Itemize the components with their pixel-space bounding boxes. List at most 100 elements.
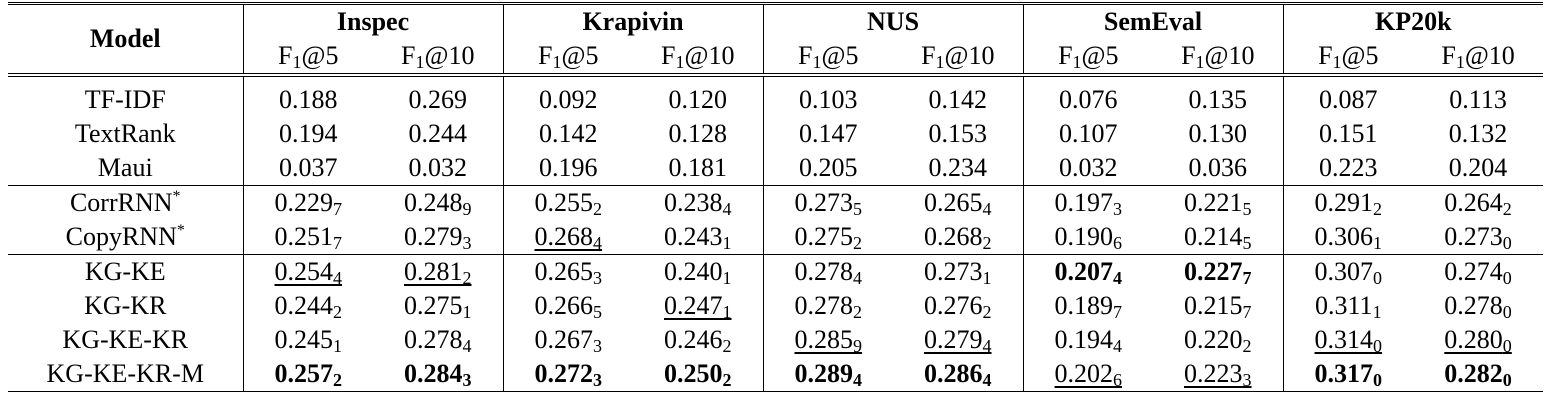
score-value: 0.188 [279, 85, 338, 114]
model-name-cell: KG-KE-KR [8, 323, 244, 357]
score-cell: 0.3170 [1283, 357, 1414, 392]
score-main: 0.280 [1444, 325, 1503, 354]
score-main: 0.273 [794, 188, 854, 217]
score-value: 0.2780 [1444, 291, 1512, 321]
score-main: 0.204 [1448, 153, 1508, 182]
score-subscript: 4 [462, 336, 472, 356]
score-main: 0.281 [404, 257, 463, 286]
score-value: 0.132 [1449, 119, 1508, 148]
score-main: 0.268 [924, 222, 983, 251]
metric-header-kp20k-f1-at-10: F1@10 [1413, 39, 1543, 75]
metric-at-k: @5 [301, 41, 339, 70]
score-main: 0.274 [1444, 257, 1503, 286]
score-value: 0.205 [799, 153, 858, 182]
score-cell: 0.076 [1023, 75, 1153, 117]
score-main: 0.273 [924, 257, 983, 286]
score-subscript: 4 [1113, 336, 1123, 356]
score-value: 0.2157 [1184, 291, 1252, 322]
score-cell: 0.2552 [503, 186, 633, 221]
score-cell: 0.2673 [503, 323, 633, 357]
score-cell: 0.2793 [373, 220, 504, 255]
score-cell: 0.204 [1413, 151, 1543, 186]
metric-subscript: 1 [675, 52, 685, 72]
score-subscript: 2 [853, 302, 863, 322]
score-main: 0.278 [1444, 291, 1503, 320]
score-value: 0.3061 [1314, 222, 1383, 252]
score-value: 0.234 [929, 153, 988, 182]
score-cell: 0.037 [243, 151, 373, 186]
score-value: 0.128 [669, 119, 728, 148]
score-cell: 0.107 [1023, 117, 1153, 151]
score-subscript: 7 [1242, 302, 1252, 322]
score-subscript: 7 [1242, 268, 1252, 288]
score-subscript: 3 [462, 233, 472, 253]
score-main: 0.244 [408, 119, 468, 148]
model-name: TextRank [74, 119, 176, 148]
metric-subscript: 1 [812, 52, 822, 72]
score-subscript: 6 [1113, 370, 1123, 390]
metric-prefix: F [278, 41, 293, 70]
score-subscript: 9 [462, 199, 472, 219]
score-cell: 0.1897 [1023, 289, 1153, 323]
score-subscript: 4 [982, 199, 992, 219]
score-cell: 0.2233 [1153, 357, 1284, 392]
table-row: TF-IDF 0.188 0.269 0.092 0.120 0.103 0.142 0.07… [8, 75, 1543, 117]
score-main: 0.268 [534, 222, 594, 251]
score-main: 0.266 [534, 291, 594, 320]
score-value: 0.120 [669, 85, 728, 114]
score-main: 0.205 [799, 153, 858, 182]
score-main: 0.147 [799, 119, 858, 148]
score-cell: 0.2401 [633, 254, 764, 289]
score-value: 0.2894 [795, 359, 863, 389]
score-subscript: 2 [722, 370, 732, 390]
score-value: 0.2793 [404, 222, 472, 253]
score-subscript: 9 [853, 336, 863, 356]
score-cell: 0.135 [1153, 75, 1284, 117]
score-value: 0.2723 [535, 359, 603, 389]
score-cell: 0.2682 [893, 220, 1024, 255]
score-subscript: 2 [333, 370, 342, 390]
score-cell: 0.2751 [373, 289, 504, 323]
score-value: 0.2673 [535, 325, 603, 355]
score-subscript: 6 [1113, 233, 1123, 253]
score-main: 0.220 [1184, 325, 1243, 354]
score-cell: 0.3111 [1283, 289, 1413, 323]
score-value: 0.2782 [794, 291, 863, 322]
score-cell: 0.2145 [1153, 220, 1284, 255]
score-cell: 0.087 [1283, 75, 1413, 117]
score-value: 0.151 [1319, 119, 1378, 148]
score-main: 0.197 [1054, 188, 1114, 217]
score-subscript: 1 [722, 268, 732, 288]
metric-at-k: @10 [684, 41, 735, 70]
score-cell: 0.1906 [1023, 220, 1153, 255]
score-main: 0.194 [1054, 325, 1114, 354]
score-main: 0.196 [539, 153, 598, 182]
metric-header-nus-f1-at-10: F1@10 [893, 39, 1024, 75]
score-value: 0.2912 [1315, 188, 1383, 219]
score-value: 0.130 [1189, 119, 1248, 148]
score-main: 0.278 [794, 291, 854, 320]
score-cell: 0.2784 [763, 255, 893, 290]
score-value: 0.2682 [924, 222, 992, 252]
score-cell: 0.2297 [243, 186, 373, 221]
score-value: 0.244 [409, 119, 468, 148]
score-main: 0.257 [274, 359, 334, 388]
score-value: 0.2401 [664, 257, 732, 288]
score-subscript: 2 [1373, 199, 1383, 219]
metric-subscript: 1 [292, 52, 302, 72]
score-main: 0.238 [664, 188, 723, 217]
results-table-container: Model Inspec Krapivin NUS SemEval KP20k … [8, 2, 1544, 392]
table-row: KG-KR 0.2442 0.2751 0.2665 0.2471 0.2782 0.276… [8, 289, 1543, 323]
table-row: Maui 0.037 0.032 0.196 0.181 0.205 0.234 0.032 0… [8, 151, 1543, 186]
score-value: 0.2730 [1444, 222, 1512, 252]
metric-prefix: F [538, 41, 553, 70]
score-main: 0.107 [1059, 119, 1118, 148]
score-cell: 0.2780 [1413, 289, 1543, 323]
score-main: 0.306 [1314, 222, 1374, 251]
model-name: TF-IDF [84, 85, 166, 114]
metric-prefix: F [401, 41, 416, 70]
score-value: 0.2215 [1184, 188, 1252, 218]
model-name: Maui [97, 153, 153, 182]
score-value: 0.087 [1319, 85, 1378, 114]
score-cell: 0.2384 [633, 185, 764, 220]
